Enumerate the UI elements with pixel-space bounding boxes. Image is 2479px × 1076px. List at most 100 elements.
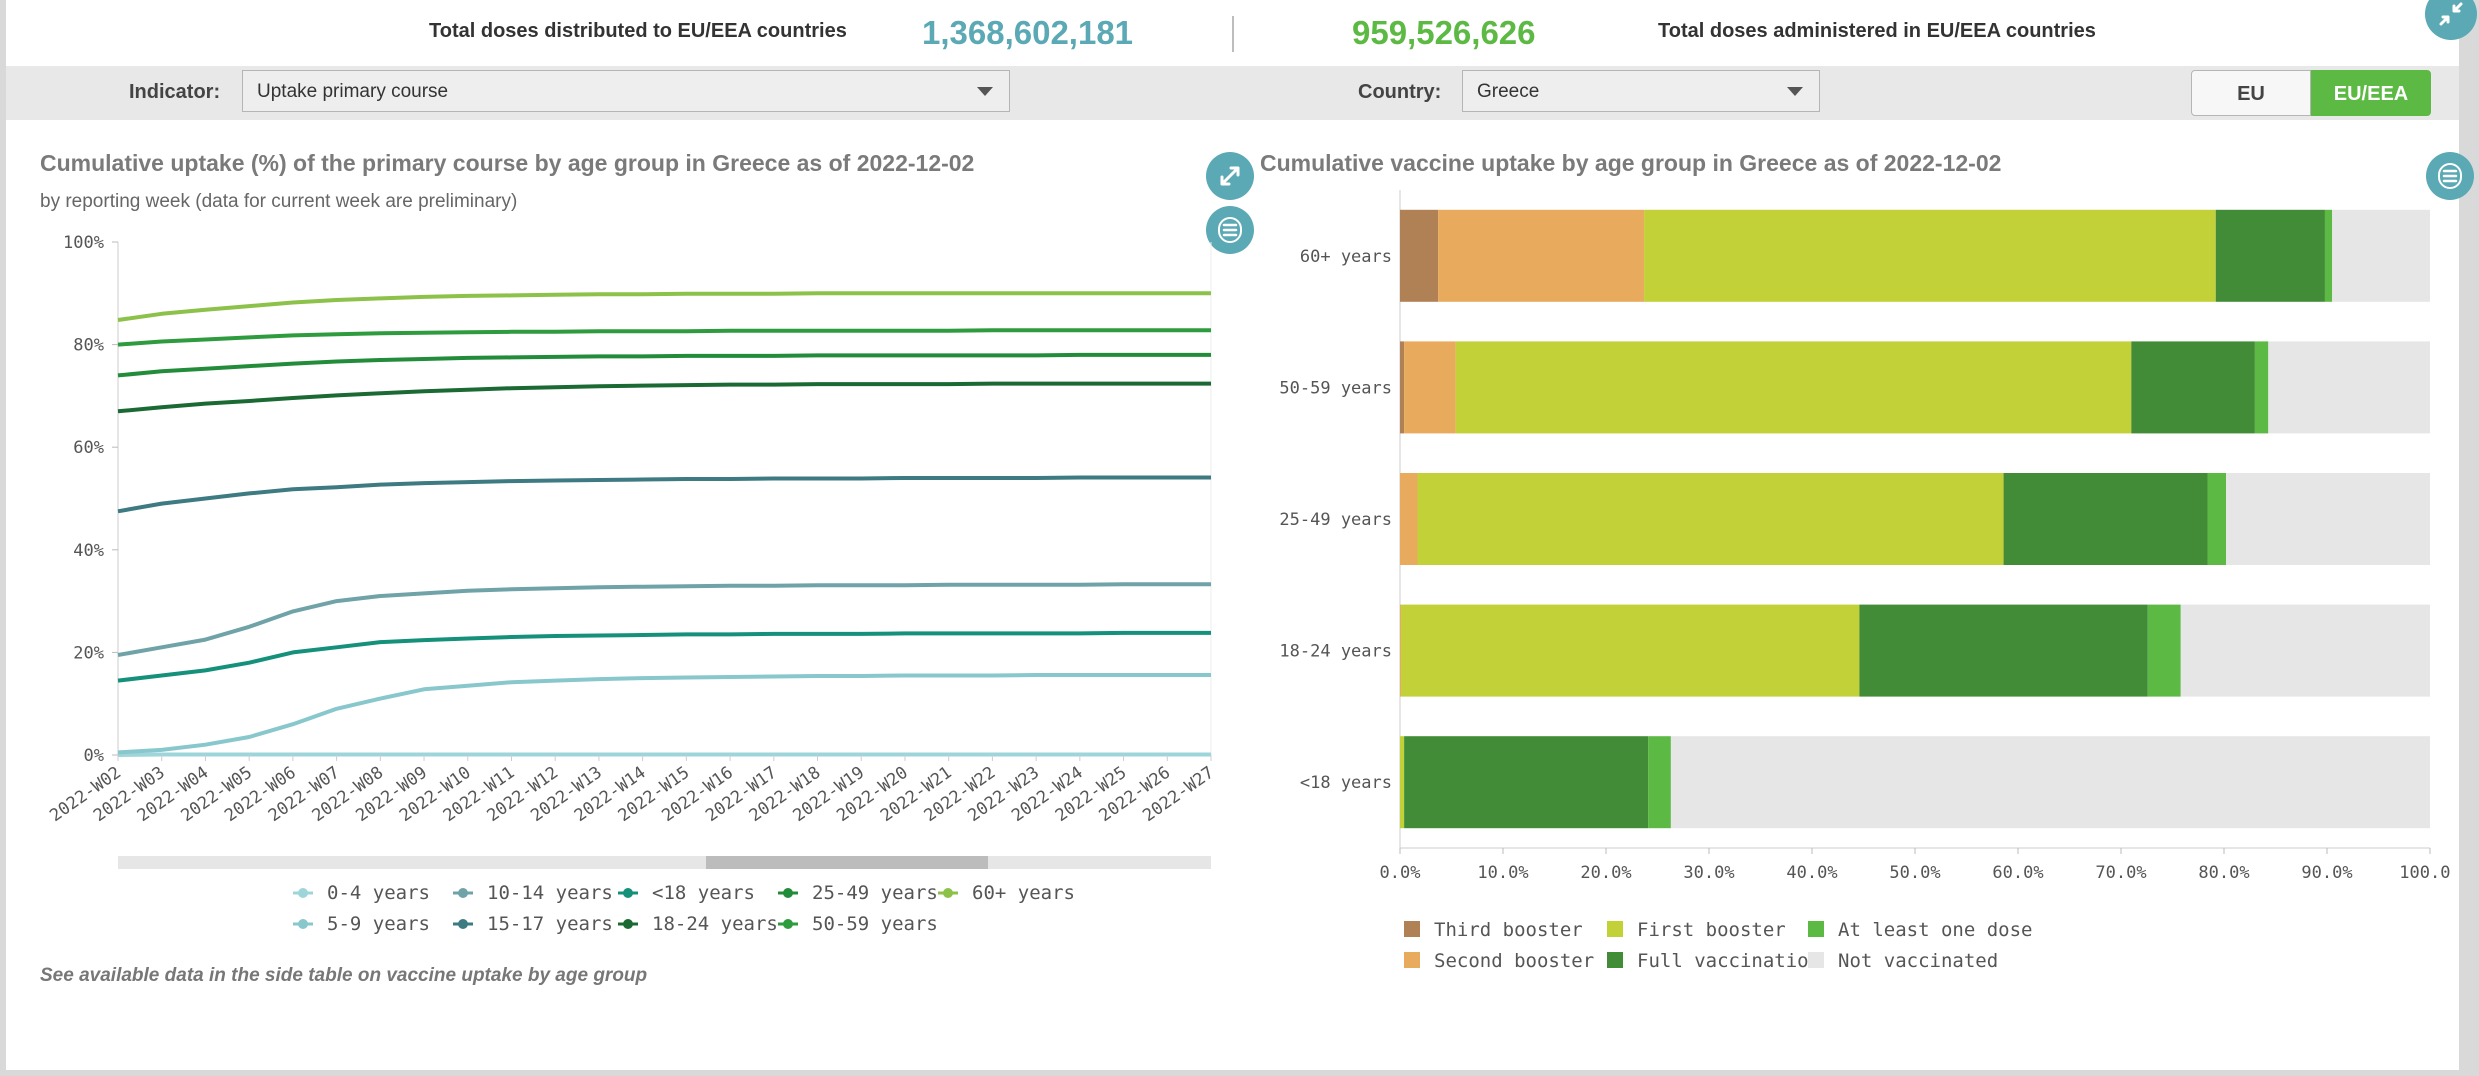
legend-item[interactable]: <18 years	[618, 882, 755, 904]
legend-item[interactable]: Full vaccination	[1607, 950, 1820, 972]
legend-label: 18-24 years	[652, 913, 778, 935]
chart-scrollbar-track[interactable]	[118, 856, 1211, 869]
x-tick-label: 0.0%	[1380, 863, 1421, 883]
menu-icon	[1218, 217, 1242, 243]
legend-label: Full vaccination	[1637, 950, 1820, 972]
bar-segment-second-booster[interactable]	[1404, 341, 1456, 434]
series-line-0-4-years[interactable]	[117, 752, 1211, 757]
footnote-link[interactable]: See available data in the side table on …	[40, 965, 648, 986]
bar-segment-full-vaccination[interactable]	[2215, 209, 2325, 302]
series-line-15-17-years[interactable]	[117, 475, 1211, 514]
series-line-50-59-years[interactable]	[117, 328, 1211, 347]
legend-swatch	[1607, 921, 1623, 937]
indicator-select-value: Uptake primary course	[257, 81, 449, 102]
legend-item[interactable]: 10-14 years	[453, 882, 613, 904]
legend-label: At least one dose	[1838, 919, 2032, 941]
bar-chart-menu-button[interactable]	[2426, 152, 2474, 200]
bar-segment-second-booster[interactable]	[1438, 209, 1645, 302]
legend-label: <18 years	[652, 882, 755, 904]
bar-segment-full-vaccination[interactable]	[2003, 473, 2208, 565]
bar-segment-at-least-one-dose[interactable]	[2147, 604, 2181, 697]
country-select-value: Greece	[1477, 81, 1540, 102]
bar-segment-second-booster[interactable]	[1400, 473, 1418, 565]
bar-segment-at-least-one-dose[interactable]	[2254, 341, 2269, 434]
bar-segment-not-vaccinated[interactable]	[2226, 473, 2430, 565]
bar-segment-first-booster[interactable]	[1400, 736, 1405, 829]
bar-segment-full-vaccination[interactable]	[2131, 341, 2255, 434]
legend-marker	[298, 919, 308, 929]
indicator-label: Indicator:	[129, 81, 221, 103]
bar-chart-title: Cumulative vaccine uptake by age group i…	[1260, 150, 2002, 176]
legend-item[interactable]: 60+ years	[938, 882, 1075, 904]
line-chart: 0%20%40%60%80%100% 2022-W022022-W032022-…	[46, 233, 1218, 935]
bar-segment-full-vaccination[interactable]	[1859, 604, 2148, 697]
chevron-down-icon	[1787, 87, 1803, 96]
administered-doses-value: 959,526,626	[1352, 14, 1536, 51]
bar-segment-not-vaccinated[interactable]	[1670, 736, 2430, 829]
indicator-select[interactable]: Uptake primary course	[242, 70, 1010, 112]
legend-item[interactable]: 50-59 years	[778, 913, 938, 935]
kpi-divider	[1232, 16, 1234, 52]
y-tick-label: 60%	[73, 438, 104, 458]
bar-segment-not-vaccinated[interactable]	[2332, 209, 2430, 302]
dashboard-frame: Total doses distributed to EU/EEA countr…	[6, 0, 2477, 1070]
collapse-button[interactable]	[2425, 0, 2477, 40]
expand-chart-button[interactable]	[1206, 152, 1254, 200]
legend-label: Not vaccinated	[1838, 950, 1998, 972]
bar-segment-at-least-one-dose[interactable]	[2207, 473, 2227, 565]
bar-segment-first-booster[interactable]	[1644, 209, 2216, 302]
legend-item[interactable]: 0-4 years	[293, 882, 430, 904]
y-tick-label: 0%	[84, 746, 104, 766]
legend-marker	[783, 888, 793, 898]
legend-item[interactable]: Third booster	[1404, 919, 1583, 941]
series-line-18-24-years[interactable]	[117, 381, 1211, 414]
category-label: 18-24 years	[1279, 642, 1392, 662]
series-line--18-years[interactable]	[117, 630, 1211, 683]
y-tick-label: 40%	[73, 541, 104, 561]
bar-segment-second-booster[interactable]	[1400, 604, 1402, 697]
bar-segment-full-vaccination[interactable]	[1404, 736, 1649, 829]
distributed-doses-label: Total doses distributed to EU/EEA countr…	[429, 20, 847, 42]
series-line-10-14-years[interactable]	[117, 582, 1211, 657]
legend-item[interactable]: 5-9 years	[293, 913, 430, 935]
bar-segment-not-vaccinated[interactable]	[2268, 341, 2430, 434]
legend-item[interactable]: At least one dose	[1808, 919, 2032, 941]
bar-segment-first-booster[interactable]	[1401, 604, 1860, 697]
y-tick-label: 20%	[73, 643, 104, 663]
scope-eueea-button[interactable]: EU/EEA	[2311, 70, 2431, 116]
x-tick-label: 100.0%	[2399, 863, 2450, 883]
y-tick-label: 100%	[63, 233, 104, 253]
expand-icon	[1220, 166, 1240, 186]
country-select[interactable]: Greece	[1462, 70, 1820, 112]
legend-item[interactable]: 25-49 years	[778, 882, 938, 904]
bar-segment-first-booster[interactable]	[1455, 341, 2132, 434]
legend-marker	[623, 919, 633, 929]
legend-item[interactable]: Not vaccinated	[1808, 950, 1998, 972]
bar-segment-at-least-one-dose[interactable]	[1648, 736, 1671, 829]
bar-segment-third-booster[interactable]	[1400, 341, 1405, 434]
legend-item[interactable]: First booster	[1607, 919, 1786, 941]
legend-swatch	[1808, 921, 1824, 937]
x-tick-label: 20.0%	[1580, 863, 1631, 883]
series-line-25-49-years[interactable]	[117, 352, 1211, 378]
bar-segment-not-vaccinated[interactable]	[2180, 604, 2430, 697]
legend-label: 5-9 years	[327, 913, 430, 935]
scope-eu-button[interactable]: EU	[2191, 70, 2311, 116]
bar-segment-third-booster[interactable]	[1400, 209, 1439, 302]
legend-item[interactable]: 15-17 years	[453, 913, 613, 935]
country-label: Country:	[1358, 81, 1442, 103]
legend-item[interactable]: 18-24 years	[618, 913, 778, 935]
legend-swatch	[1404, 921, 1420, 937]
filter-bar: Indicator: Uptake primary course Country…	[6, 66, 2459, 120]
legend-swatch	[1808, 952, 1824, 968]
legend-marker	[783, 919, 793, 929]
line-chart-menu-button[interactable]	[1206, 206, 1254, 254]
chart-scrollbar-thumb[interactable]	[706, 856, 988, 869]
bar-segment-at-least-one-dose[interactable]	[2324, 209, 2333, 302]
series-line-5-9-years[interactable]	[117, 673, 1211, 755]
bar-segment-first-booster[interactable]	[1417, 473, 2004, 565]
x-tick-label: 90.0%	[2301, 863, 2352, 883]
kpi-bar: Total doses distributed to EU/EEA countr…	[6, 0, 2477, 66]
series-line-60-years[interactable]	[117, 291, 1211, 322]
legend-item[interactable]: Second booster	[1404, 950, 1594, 972]
